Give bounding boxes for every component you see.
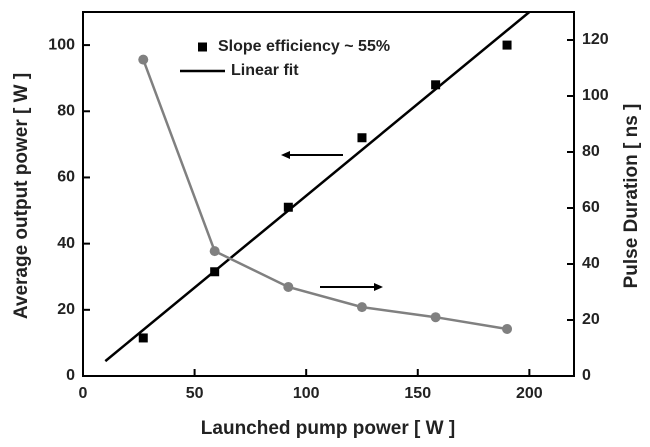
y2-tick-label: 40: [582, 255, 600, 272]
data-point: [356, 302, 367, 313]
x-tick-label: 50: [186, 385, 204, 402]
x-axis-label: Launched pump power [ W ]: [201, 418, 455, 439]
y2-tick-label: 80: [582, 143, 600, 160]
data-point: [431, 80, 441, 90]
legend-marker: [198, 42, 207, 52]
arrow-left: [281, 151, 343, 159]
y2-axis-label: Pulse Duration [ ns ]: [621, 104, 642, 289]
data-point: [283, 281, 294, 292]
y-tick-label: 0: [66, 367, 75, 384]
y2-tick-label: 120: [582, 31, 609, 48]
y2-tick-label: 60: [582, 199, 600, 216]
data-point: [209, 246, 220, 257]
data-point: [357, 133, 367, 143]
y-tick-label: 40: [57, 235, 75, 252]
y-tick-label: 60: [57, 169, 75, 186]
series-line: [104, 11, 531, 363]
x-tick-label: 100: [293, 385, 320, 402]
y2-tick-label: 0: [582, 367, 591, 384]
x-tick-label: 200: [516, 385, 543, 402]
y-tick-label: 80: [57, 102, 75, 119]
plot-frame: [82, 11, 575, 377]
series-line: [142, 59, 508, 331]
y-axis-label: Average output power [ W ]: [11, 73, 32, 319]
legend-label: Slope efficiency ~ 55%: [218, 38, 390, 55]
y2-tick-label: 20: [582, 311, 600, 328]
data-point: [430, 312, 441, 323]
x-tick-label: 150: [404, 385, 431, 402]
arrow-right: [320, 283, 383, 291]
data-point: [502, 323, 513, 334]
y2-tick-label: 100: [582, 87, 609, 104]
data-point: [502, 40, 512, 50]
y-tick-label: 20: [57, 301, 75, 318]
x-tick-label: 0: [79, 385, 88, 402]
data-point: [283, 202, 293, 212]
y-tick-label: 100: [48, 36, 75, 53]
legend-label: Linear fit: [231, 62, 299, 79]
data-point: [138, 333, 148, 343]
data-point: [138, 54, 149, 65]
